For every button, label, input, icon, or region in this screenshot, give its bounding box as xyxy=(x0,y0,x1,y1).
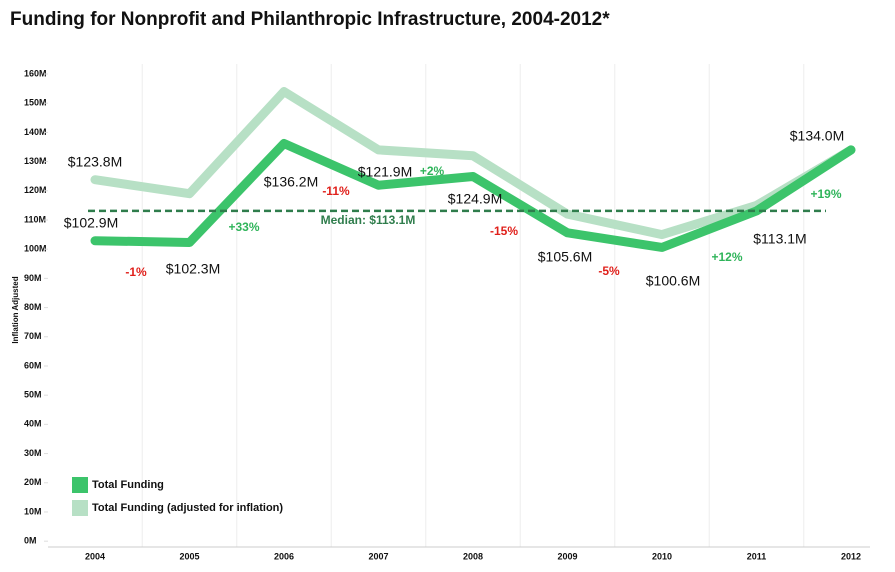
change-label: +12% xyxy=(711,250,742,264)
data-label: $134.0M xyxy=(790,128,844,144)
data-label: $105.6M xyxy=(538,249,592,265)
x-tick-label: 2011 xyxy=(747,551,767,561)
data-label: $100.6M xyxy=(646,273,700,289)
y-tick-label: 30M xyxy=(24,448,42,458)
data-label: $102.9M xyxy=(64,215,118,231)
y-axis-label: Inflation Adjusted xyxy=(11,276,20,343)
x-tick-label: 2010 xyxy=(652,551,672,561)
legend-label: Total Funding (adjusted for inflation) xyxy=(92,502,283,514)
change-label: -15% xyxy=(490,224,518,238)
x-tick-label: 2006 xyxy=(274,551,294,561)
x-tick-label: 2007 xyxy=(368,551,388,561)
x-tick-label: 2009 xyxy=(557,551,577,561)
change-label: -11% xyxy=(322,184,350,198)
data-label: $113.1M xyxy=(753,231,806,247)
y-tick-label: 120M xyxy=(24,185,47,195)
data-label: $121.9M xyxy=(358,164,412,180)
x-tick-label: 2012 xyxy=(841,551,861,561)
y-tick-label: 150M xyxy=(24,98,47,108)
data-label: $136.2M xyxy=(264,174,318,190)
change-label: +33% xyxy=(228,220,259,234)
y-tick-label: 140M xyxy=(24,127,47,137)
legend-label: Total Funding xyxy=(92,479,164,491)
y-tick-label: 60M xyxy=(24,360,42,370)
y-tick-label: 50M xyxy=(24,390,42,400)
y-tick-label: 130M xyxy=(24,156,47,166)
change-label: +19% xyxy=(810,187,841,201)
y-tick-label: 10M xyxy=(24,506,42,516)
y-tick-label: 40M xyxy=(24,419,42,429)
legend-swatch xyxy=(72,477,88,493)
chart-title: Funding for Nonprofit and Philanthropic … xyxy=(10,9,610,30)
y-tick-label: 0M xyxy=(24,536,37,546)
legend-swatch xyxy=(72,500,88,516)
y-tick-label: 160M xyxy=(24,68,47,78)
change-label: -1% xyxy=(125,265,147,279)
y-tick-label: 20M xyxy=(24,477,42,487)
y-tick-label: 100M xyxy=(24,244,47,254)
y-tick-label: 110M xyxy=(24,214,46,224)
change-label: +2% xyxy=(420,164,445,178)
data-line xyxy=(90,87,856,240)
data-line xyxy=(90,138,856,252)
y-tick-label: 80M xyxy=(24,302,42,312)
y-tick-label: 90M xyxy=(24,273,42,283)
data-label: $102.3M xyxy=(166,261,220,277)
data-label: $124.9M xyxy=(448,191,502,207)
data-label: $123.8M xyxy=(68,154,122,170)
y-tick-label: 70M xyxy=(24,331,42,341)
x-tick-label: 2008 xyxy=(463,551,483,561)
median-label: Median: $113.1M xyxy=(321,213,416,227)
x-tick-label: 2005 xyxy=(179,551,199,561)
x-tick-label: 2004 xyxy=(85,551,105,561)
change-label: -5% xyxy=(598,264,620,278)
